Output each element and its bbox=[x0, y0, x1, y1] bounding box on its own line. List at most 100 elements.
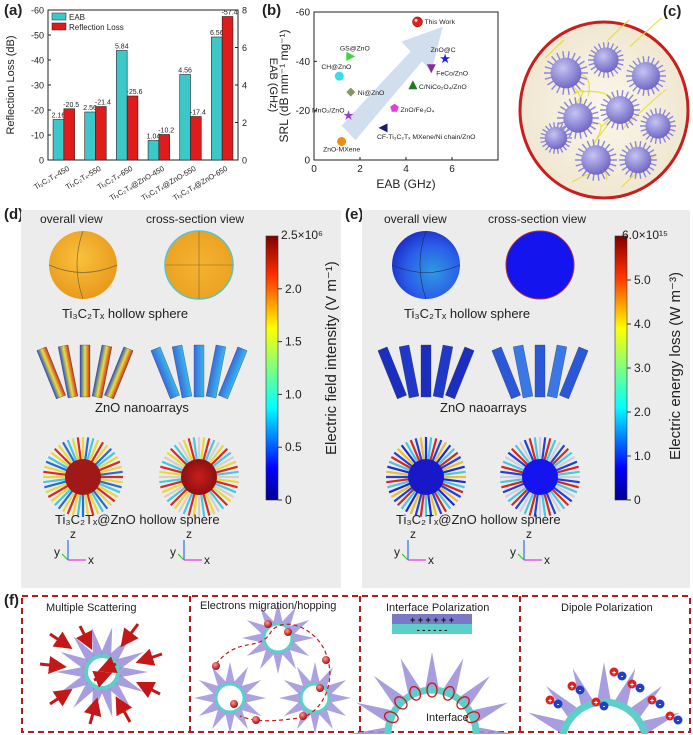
chart-a-bar-rl-label: -57.4 bbox=[222, 10, 238, 17]
d-overall-view-label: overall view bbox=[40, 212, 103, 226]
c-sphere bbox=[545, 127, 567, 149]
colorbar-tick-label: 1.0 bbox=[285, 387, 302, 401]
chart-a-bar-eab bbox=[85, 112, 96, 160]
hollow-sphere-illustration bbox=[516, 18, 692, 202]
e-colorbar-max: 6.0×10¹⁵ bbox=[622, 228, 668, 242]
colorbar-tick-label: 2.0 bbox=[634, 405, 651, 419]
e-nanoarrays-cross-section bbox=[492, 345, 588, 399]
axis-z-label: z bbox=[186, 530, 192, 541]
chart-b-point bbox=[413, 17, 423, 27]
e-sphere-overall bbox=[392, 231, 460, 299]
e-coreshell-cross-section bbox=[500, 437, 580, 517]
chart-a-category-label: Ti₃C₂Tₓ@ZnO-550 bbox=[140, 164, 198, 203]
c-sphere bbox=[563, 103, 592, 132]
chart-a-bar-rl bbox=[127, 96, 138, 160]
colorbar-tick-label: 4.0 bbox=[634, 317, 651, 331]
axis-y-line bbox=[402, 554, 408, 560]
chart-b-xtick-label: 6 bbox=[449, 164, 455, 175]
e-row2-caption: ZnO naoarrays bbox=[440, 400, 527, 415]
chart-b-point-label: ZnO-MXene bbox=[323, 147, 360, 154]
chart-a: 0-10-20-30-40-50-6002468Reflection Loss … bbox=[0, 0, 290, 205]
spiky-core bbox=[522, 459, 558, 495]
f-dipole-plus-sign: + bbox=[630, 682, 634, 689]
f-interface-label: Interface bbox=[426, 712, 469, 724]
spiky-core bbox=[65, 459, 101, 495]
chart-b-point-highlight bbox=[415, 19, 418, 22]
chart-a-bar-eab-label: 6.56 bbox=[210, 30, 224, 37]
axis-y-line bbox=[518, 554, 524, 560]
f-title-interface-polarization: Interface Polarization bbox=[386, 602, 489, 614]
axis-x-label: x bbox=[428, 553, 434, 567]
c-sphere bbox=[632, 62, 660, 90]
e-axis-triads: zyxzyx bbox=[392, 530, 552, 570]
chart-b-point-label: CH@ZnO bbox=[321, 64, 351, 71]
f-electron bbox=[322, 656, 330, 664]
e-cross-section-label: cross-section view bbox=[488, 212, 586, 226]
chart-b-xlabel: EAB (GHz) bbox=[376, 177, 435, 191]
chart-b-point-label: GS@ZnO bbox=[340, 45, 370, 52]
chart-b-ytick-label: 0 bbox=[304, 156, 310, 167]
chart-b-point bbox=[337, 137, 346, 146]
chart-a-legend-rl: Reflection Loss bbox=[69, 23, 124, 32]
f-electron bbox=[252, 716, 260, 724]
e-sphere-cross-section bbox=[506, 231, 574, 299]
chart-a-bar-eab bbox=[180, 75, 191, 161]
f-dipole-plus-sign: + bbox=[570, 684, 574, 691]
c-sphere bbox=[551, 58, 582, 89]
chart-a-bar-rl-label: -25.6 bbox=[127, 89, 143, 96]
f-dipole-plus-sign: + bbox=[650, 698, 654, 705]
chart-a-bar-rl-label: -10.2 bbox=[158, 128, 174, 135]
chart-b-point-label: CF-Ti₃C₂Tₓ MXene/Ni chain/ZnO bbox=[377, 134, 475, 141]
chart-b-point-label: MnO₂/ZnO bbox=[312, 108, 344, 115]
chart-b-ytick-label: -60 bbox=[296, 8, 311, 19]
axis-x-label: x bbox=[88, 553, 94, 567]
d-row3-caption: Ti₃C₂Tₓ@ZnO hollow sphere bbox=[55, 512, 220, 527]
chart-a-ytick-right-label: 0 bbox=[242, 156, 247, 166]
f-hop-core bbox=[216, 684, 244, 712]
d-coreshell-overall bbox=[43, 437, 123, 517]
f-title-multiple-scattering: Multiple Scattering bbox=[46, 602, 137, 614]
f-plus-signs: + + + + + + bbox=[410, 615, 454, 625]
spiky-core bbox=[408, 459, 444, 495]
axis-y-line bbox=[178, 554, 184, 560]
chart-a-bar-eab bbox=[148, 141, 159, 161]
chart-a-category-label: Ti₃C₂Tₓ@ZnO-650 bbox=[171, 164, 229, 203]
axis-x-label: x bbox=[204, 553, 210, 567]
f-dipole-plus-sign: + bbox=[612, 670, 616, 677]
axis-y-label: y bbox=[510, 545, 516, 559]
d-axis-triads: zyxzyx bbox=[52, 530, 212, 570]
f-core-ring bbox=[86, 656, 118, 688]
f-electron bbox=[299, 712, 307, 720]
chart-a-legend-swatch-rl bbox=[52, 23, 66, 30]
panel-label-f: (f) bbox=[4, 592, 19, 609]
chart-b-xtick-label: 0 bbox=[311, 164, 317, 175]
f-title-electron-migration: Electrons migration/hopping bbox=[200, 600, 336, 612]
chart-a-ytick-label: 0 bbox=[39, 156, 44, 166]
spiky-core bbox=[181, 459, 217, 495]
axis-y-label: y bbox=[394, 545, 400, 559]
chart-a-bar-eab-label: 2.16 bbox=[52, 113, 66, 120]
d-colorbar-title: Electric field intensity (V m⁻¹) bbox=[322, 261, 340, 455]
e-row1-caption: Ti₃C₂Tₓ hollow sphere bbox=[404, 306, 530, 321]
chart-a-bar-rl bbox=[222, 17, 233, 161]
chart-a-bar-rl-label: -20.5 bbox=[63, 102, 79, 109]
colorbar-tick-label: 1.0 bbox=[634, 449, 651, 463]
chart-b-point-label: This Work bbox=[425, 19, 456, 26]
chart-b-point bbox=[335, 72, 344, 81]
chart-b-point-label: Ni@ZnO bbox=[358, 90, 385, 97]
axis-z-label: z bbox=[410, 530, 416, 541]
panel-label-e: (e) bbox=[345, 206, 363, 223]
nanoarray-rod bbox=[80, 345, 90, 397]
chart-b-xtick-label: 2 bbox=[357, 164, 363, 175]
axis-z-label: z bbox=[70, 530, 76, 541]
axis-y-label: y bbox=[54, 545, 60, 559]
chart-b-ytick-label: -40 bbox=[296, 57, 311, 68]
chart-a-bar-eab-label: 5.84 bbox=[115, 44, 129, 51]
chart-a-bar-rl bbox=[159, 135, 170, 161]
chart-b-xtick-label: 4 bbox=[403, 164, 409, 175]
chart-b-point-label: C/NiCo₂O₄/ZnO bbox=[419, 84, 467, 91]
chart-b: 0 2 4 60-20-40-60EAB (GHz)SRL (dB mm⁻¹ mg⁻¹… bbox=[260, 0, 510, 200]
colorbar-tick-label: 1.5 bbox=[285, 335, 302, 349]
axis-y-label: y bbox=[170, 545, 176, 559]
chart-b-point-label: ZnO/Fe₃O₄ bbox=[401, 107, 435, 114]
